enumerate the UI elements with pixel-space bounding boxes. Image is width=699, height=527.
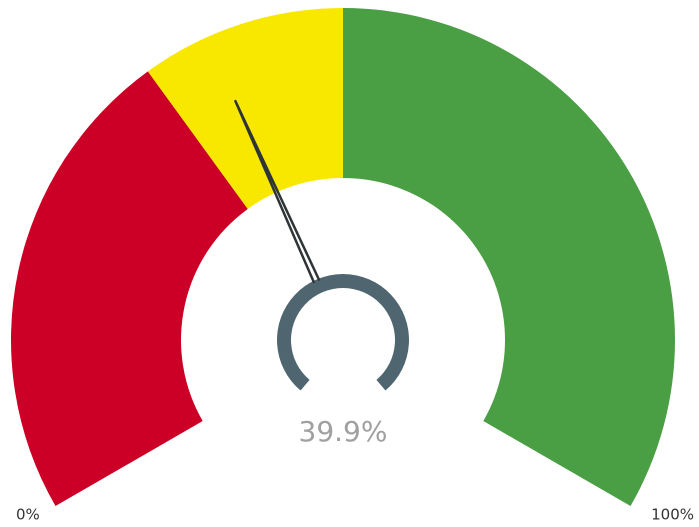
needle — [234, 99, 321, 284]
gauge-band — [147, 7, 343, 209]
tick-label: 100% — [651, 506, 694, 524]
value-label: 39.9% — [299, 415, 388, 448]
gauge-band — [10, 71, 248, 506]
gauge-band — [343, 8, 675, 506]
tick-label: 0% — [16, 506, 40, 524]
needle-hub — [277, 274, 409, 391]
